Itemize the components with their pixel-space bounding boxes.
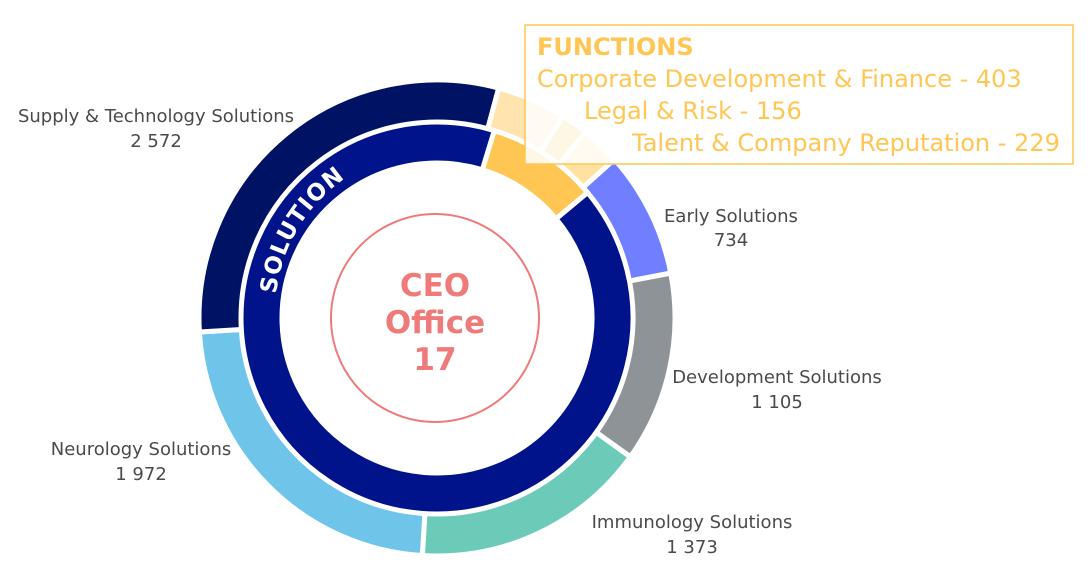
functions-line-1: Corporate Development & Finance - 403 bbox=[537, 65, 1022, 93]
label-early-solutions-value: 734 bbox=[714, 230, 748, 251]
label-neurology-solutions-name: Neurology Solutions bbox=[51, 439, 231, 460]
inner-segment-solutions bbox=[238, 119, 636, 517]
label-immunology-solutions-value: 1 373 bbox=[666, 537, 718, 558]
functions-line-2: Legal & Risk - 156 bbox=[584, 97, 802, 125]
label-early-solutions-name: Early Solutions bbox=[664, 206, 798, 227]
label-development-solutions-value: 1 105 bbox=[751, 392, 803, 413]
functions-box bbox=[524, 24, 1074, 165]
ceo-office-circle bbox=[330, 213, 540, 423]
label-development-solutions-name: Development Solutions bbox=[672, 367, 882, 388]
ceo-office-value: 17 bbox=[413, 342, 456, 378]
label-supply-technology-value: 2 572 bbox=[130, 131, 182, 152]
label-neurology-solutions-value: 1 972 bbox=[115, 464, 167, 485]
office-label: Office bbox=[385, 305, 485, 341]
functions-title: FUNCTIONS bbox=[537, 33, 694, 61]
label-supply-technology-name: Supply & Technology Solutions bbox=[18, 106, 294, 127]
functions-line-3: Talent & Company Reputation - 229 bbox=[631, 129, 1060, 157]
label-immunology-solutions-name: Immunology Solutions bbox=[592, 512, 793, 533]
ceo-label: CEO bbox=[400, 268, 470, 304]
